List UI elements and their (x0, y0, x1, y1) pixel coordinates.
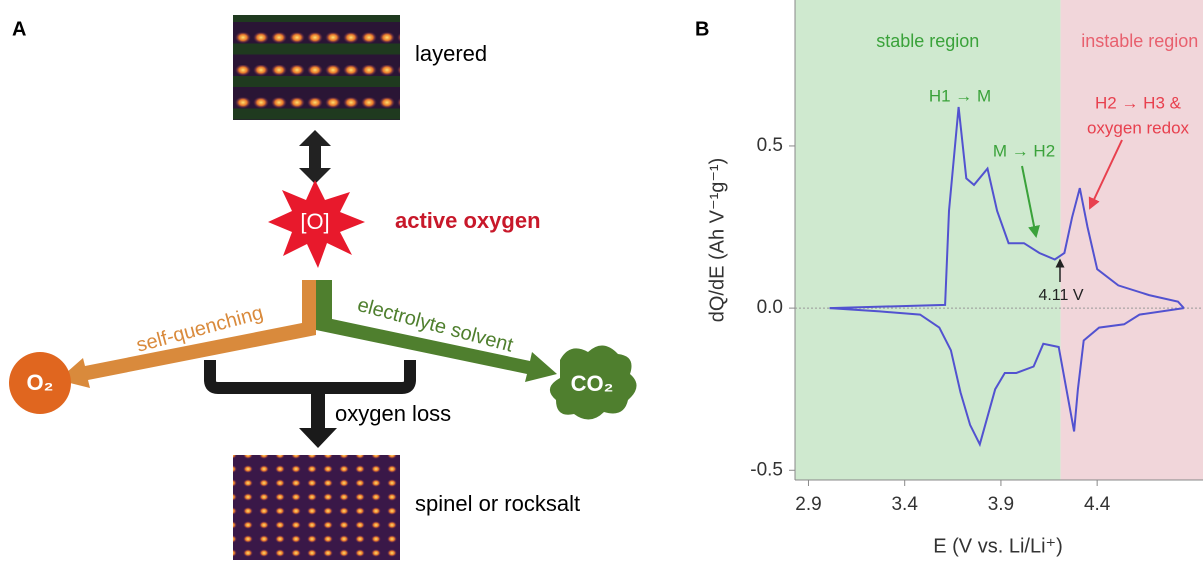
annotation: H2 → H3 & (1095, 93, 1182, 112)
x-axis-label: E (V vs. Li/Li⁺) (933, 535, 1062, 557)
region-label: instable region (1081, 31, 1198, 51)
annotation: H1 → M (929, 86, 991, 105)
figure: A layered [O] active oxygen self-quenchi… (0, 0, 1203, 561)
y-tick-label: 0.0 (757, 297, 783, 318)
co2-label: CO₂ (571, 371, 614, 396)
region-label: stable region (876, 31, 979, 51)
active-oxygen-label: active oxygen (395, 208, 541, 233)
x-tick-label: 3.9 (988, 494, 1014, 515)
x-tick-label: 3.4 (891, 494, 918, 515)
y-tick-label: 0.5 (757, 135, 783, 156)
panel-label: A (12, 18, 26, 40)
bracket (210, 360, 410, 388)
oxygen-loss-label: oxygen loss (335, 401, 451, 426)
layered-image (233, 15, 400, 120)
y-axis-label: dQ/dE (Ah V⁻¹g⁻¹) (706, 158, 728, 323)
y-tick-label: -0.5 (750, 459, 783, 480)
double-arrow (299, 130, 331, 184)
annotation: oxygen redox (1087, 118, 1190, 137)
page: A layered [O] active oxygen self-quenchi… (0, 0, 1203, 561)
o2-label: O₂ (27, 370, 54, 395)
spinel-image (233, 455, 400, 560)
annotation: 4.11 V (1038, 287, 1083, 304)
down-arrow (299, 388, 337, 448)
x-tick-label: 4.4 (1084, 494, 1111, 515)
plot: stable region instable region -0.5 0.0 0.5 2.… (750, 0, 1203, 515)
image-label: spinel or rocksalt (415, 491, 580, 516)
panel-label: B (695, 18, 709, 40)
image-label: layered (415, 41, 487, 66)
region (1061, 0, 1203, 480)
x-tick-label: 2.9 (795, 494, 821, 515)
oxygen-symbol: [O] (300, 209, 329, 234)
region (795, 0, 1061, 480)
annotation: M → H2 (993, 141, 1055, 160)
